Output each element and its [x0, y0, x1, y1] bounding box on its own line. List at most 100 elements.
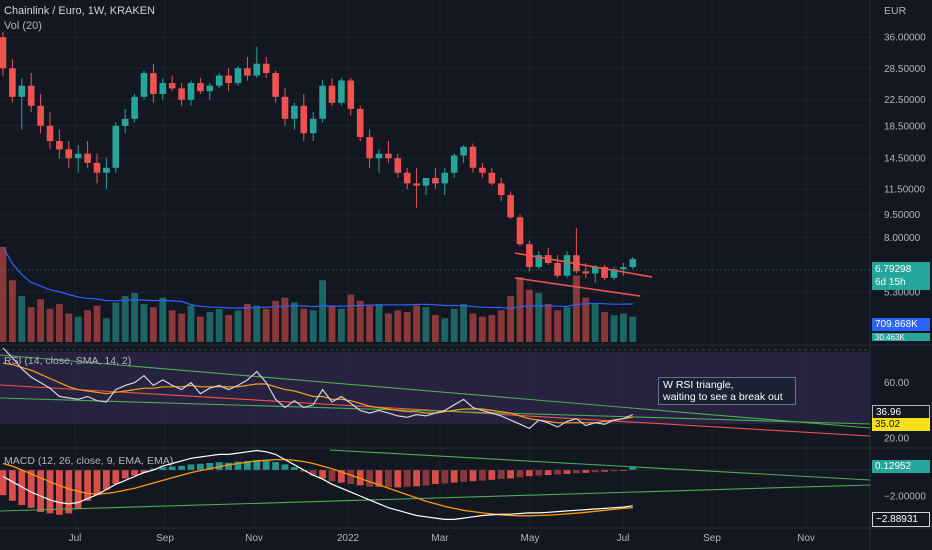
candle-body — [187, 83, 195, 100]
price-tick-label: 9.50000 — [884, 210, 921, 221]
macd-histogram-bar — [507, 470, 514, 479]
candle-body — [460, 146, 467, 156]
rsi-tick-label: 60.00 — [884, 378, 909, 389]
candle-body — [84, 153, 91, 163]
macd-histogram-bar — [497, 470, 505, 479]
volume-bar — [450, 308, 458, 342]
candle-body — [356, 108, 364, 138]
candle-body — [121, 118, 129, 126]
candle-body — [206, 85, 214, 92]
candle-body — [18, 85, 26, 97]
candle-body — [281, 96, 289, 119]
macd-histogram-bar — [291, 467, 298, 470]
macd-histogram-bar — [601, 470, 608, 472]
volume-bar — [215, 308, 223, 342]
macd-histogram-bar — [9, 470, 16, 501]
macd-histogram-bar — [0, 470, 7, 496]
volume-bar — [460, 304, 467, 342]
volume-bar — [356, 300, 364, 342]
volume-bar — [103, 318, 110, 342]
macd-histogram-bar — [74, 470, 82, 510]
volume-bar — [620, 313, 627, 342]
macd-histogram-bar — [488, 470, 496, 480]
candle-body — [610, 269, 618, 278]
volume-bar — [507, 296, 514, 342]
volume-bar — [375, 304, 383, 342]
candle-body — [516, 217, 524, 245]
volume-bar — [441, 318, 449, 342]
macd-histogram-bar — [366, 470, 373, 487]
candle-body — [554, 262, 561, 276]
volume-bar — [140, 304, 148, 342]
volume-bar — [629, 316, 637, 342]
candle-body — [56, 141, 63, 150]
candle-body — [27, 85, 35, 106]
volume-bar — [197, 316, 204, 342]
volume-bar — [488, 315, 496, 342]
macd-histogram-bar — [554, 470, 561, 475]
time-tick-label: Nov — [245, 533, 263, 544]
candle-body — [385, 153, 392, 159]
candle-body — [375, 153, 383, 159]
volume-bar — [347, 294, 355, 342]
macd-histogram-bar — [479, 470, 486, 481]
candle-body — [168, 83, 176, 89]
macd-histogram-bar — [591, 470, 599, 473]
macd-histogram-bar — [629, 466, 637, 470]
candle-body — [244, 68, 251, 76]
macd-histogram-bar — [573, 470, 580, 474]
macd-histogram-bar — [93, 470, 101, 496]
candle-body — [103, 167, 110, 173]
candle-body — [159, 83, 167, 94]
volume-bar — [74, 316, 82, 342]
candle-body — [328, 85, 336, 103]
price-tick-label: 28.50000 — [884, 64, 926, 75]
volume-bar — [84, 310, 91, 342]
candle-body — [422, 177, 430, 186]
macd-histogram-bar — [403, 470, 411, 487]
macd-histogram-bar — [450, 470, 458, 483]
volume-bar — [131, 292, 138, 342]
rsi-annotation[interactable]: W RSI triangle, waiting to see a break o… — [658, 377, 796, 405]
macd-histogram-bar — [347, 470, 355, 484]
price-tag-value: 6.79298 — [875, 264, 912, 275]
chart-title: Chainlink / Euro, 1W, KRAKEN — [4, 5, 156, 17]
macd-histogram-bar — [103, 470, 110, 490]
volume-label: Vol (20) — [4, 20, 42, 32]
macd-histogram-bar — [432, 470, 439, 484]
volume-bar — [159, 297, 167, 342]
price-trendline-lower — [514, 277, 641, 297]
macd-histogram-bar — [375, 470, 383, 487]
candle-body — [450, 155, 458, 173]
volume-bar — [291, 302, 298, 342]
volume-bar — [253, 305, 261, 342]
volume-bar — [168, 310, 176, 342]
volume-bar — [544, 304, 552, 342]
candle-body — [479, 167, 486, 173]
volume-bar — [300, 308, 308, 342]
price-trendline-upper — [514, 252, 653, 278]
volume-bar — [573, 275, 580, 342]
volume-bar — [46, 308, 54, 342]
volume-bar — [0, 247, 7, 342]
candle-body — [291, 105, 298, 119]
volume-bar — [610, 315, 618, 342]
macd-histogram-bar — [413, 470, 420, 487]
rsi-ma-tag: 35.02 — [872, 418, 930, 431]
volume-bar — [225, 315, 232, 342]
volume-bar — [403, 311, 411, 342]
volume-bar — [234, 310, 242, 342]
macd-histogram-bar — [168, 466, 176, 470]
macd-histogram-bar — [84, 470, 91, 501]
candle-body — [629, 259, 637, 268]
macd-histogram-bar — [65, 470, 73, 514]
candle-body — [0, 37, 7, 69]
volume-bar — [385, 313, 392, 342]
volume-bar — [601, 311, 608, 342]
price-tick-label: 18.50000 — [884, 121, 926, 132]
macd-histogram-bar — [328, 470, 336, 482]
price-tick-label: 36.00000 — [884, 33, 926, 44]
macd-trendline-upper — [329, 449, 871, 481]
rsi-trendline-upper — [0, 354, 871, 429]
